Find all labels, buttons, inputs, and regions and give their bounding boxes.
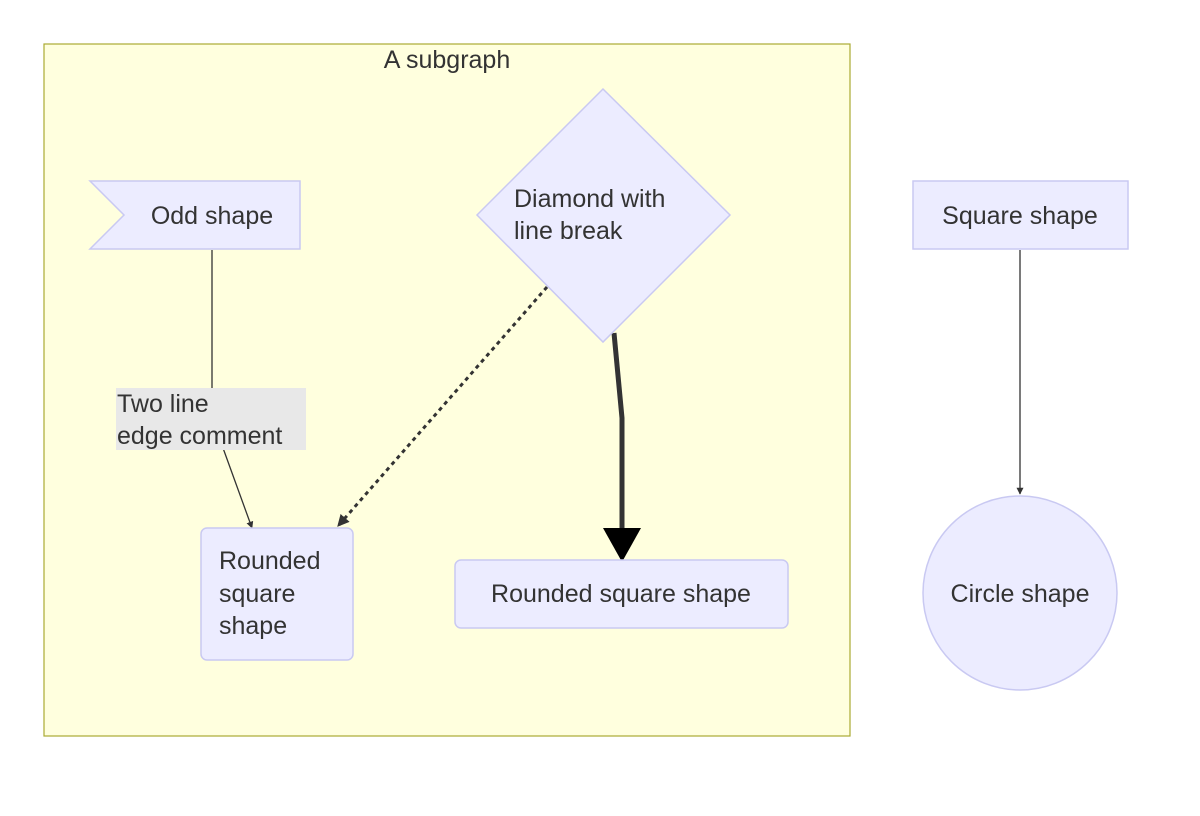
node-diamond[interactable]: Diamond with line break: [475, 87, 732, 344]
rounded-square-left-line-2: square: [219, 580, 295, 608]
edge-label-line-1: Two line: [117, 390, 209, 418]
odd-shape-label: Odd shape: [151, 202, 273, 230]
circle-shape-outline: [922, 495, 1118, 691]
node-square-shape[interactable]: Square shape: [912, 180, 1129, 250]
edges: [211, 250, 1024, 562]
edge-label-line-2: edge comment: [117, 422, 282, 450]
node-odd-shape[interactable]: Odd shape: [88, 180, 301, 250]
node-rounded-square-left[interactable]: Rounded square shape: [200, 527, 354, 661]
rounded-square-middle-label: Rounded square shape: [491, 580, 751, 608]
rounded-square-left-outline: [200, 527, 354, 661]
rounded-square-left-line-3: shape: [219, 612, 287, 640]
subgraph-title: A subgraph: [384, 46, 511, 74]
node-rounded-square-middle[interactable]: Rounded square shape: [454, 559, 789, 629]
node-circle-shape[interactable]: Circle shape: [922, 495, 1118, 691]
rounded-square-middle-outline: [454, 559, 789, 629]
odd-shape-outline: [88, 180, 301, 250]
edge-odd-to-rounded-lower: [222, 447, 254, 529]
edge-diamond-to-rounded-thick: [611, 332, 625, 528]
circle-shape-label: Circle shape: [951, 580, 1090, 608]
edge-label-background: [116, 388, 306, 450]
rounded-square-left-line-1: Rounded: [219, 547, 320, 575]
edge-thick-arrowhead: [603, 528, 641, 562]
diamond-label-line-1: Diamond with: [514, 185, 665, 213]
square-shape-outline: [912, 180, 1129, 250]
diamond-label-line-2: line break: [514, 217, 623, 245]
diamond-outline: [475, 87, 732, 344]
edge-diamond-to-rounded-dotted: [336, 286, 549, 527]
square-shape-label: Square shape: [942, 202, 1098, 230]
edge-label-two-line: Two line edge comment: [116, 388, 306, 450]
